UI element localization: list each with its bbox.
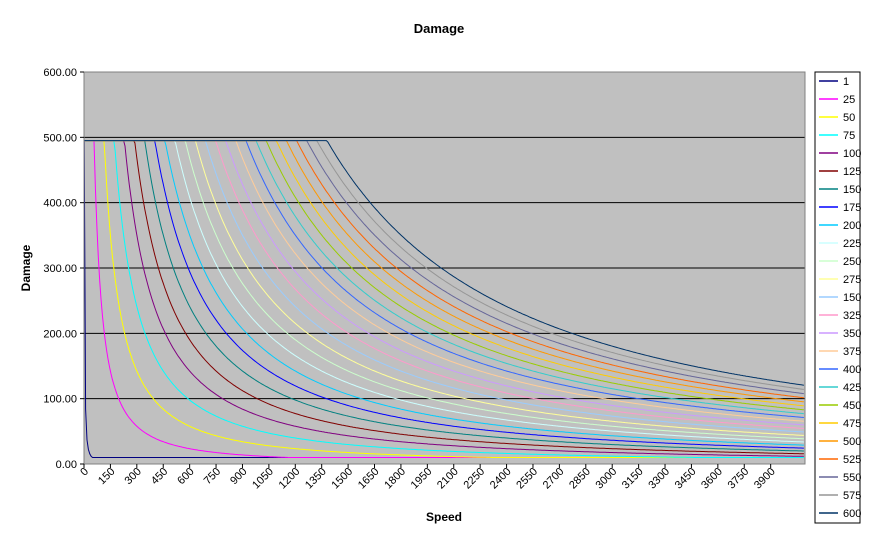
gridlines (84, 136, 805, 400)
series-line (84, 140, 804, 386)
y-tick-label: 200.00 (43, 328, 77, 340)
series-line (84, 140, 804, 436)
x-tick-label: 450 (149, 466, 170, 487)
legend-label: 525 (843, 454, 861, 466)
legend-label: 150 (843, 292, 861, 304)
x-tick-label: 750 (202, 466, 223, 487)
legend-label: 550 (843, 472, 861, 484)
x-tick-label: 3300 (646, 466, 672, 492)
x-tick-label: 600 (175, 466, 196, 487)
x-tick-label: 1200 (277, 466, 303, 492)
legend-label: 275 (843, 274, 861, 286)
x-tick-label: 2850 (567, 466, 593, 492)
y-tick-label: 600.00 (43, 67, 77, 79)
y-tick-label: 100.00 (43, 394, 77, 406)
y-tick-label: 300.00 (43, 263, 77, 275)
series-line (84, 140, 804, 452)
x-tick-label: 2550 (514, 466, 540, 492)
series-line (84, 140, 804, 443)
legend-label: 150 (843, 184, 861, 196)
y-tick-label: 400.00 (43, 198, 77, 210)
series-line (84, 140, 804, 455)
series-line (84, 140, 804, 446)
legend-label: 100 (843, 148, 861, 160)
legend-label: 575 (843, 490, 861, 502)
x-tick-label: 2400 (488, 466, 514, 492)
x-tick-label: 0 (78, 466, 91, 479)
x-tick-label: 1800 (382, 466, 408, 492)
legend-label: 225 (843, 238, 861, 250)
x-tick-label: 3750 (726, 466, 752, 492)
x-tick-label: 900 (228, 466, 249, 487)
x-tick-label: 2700 (541, 466, 567, 492)
x-tick-label: 1050 (250, 466, 276, 492)
x-tick-label: 300 (122, 466, 143, 487)
x-tick-label: 2250 (461, 466, 487, 492)
legend-label: 75 (843, 130, 855, 142)
legend: 1255075100125150175200225250275150325350… (814, 71, 861, 524)
x-tick-label: 3150 (620, 466, 646, 492)
chart-title: Damage (414, 21, 465, 36)
legend-label: 500 (843, 436, 861, 448)
y-tick-label: 500.00 (43, 132, 77, 144)
series-line (84, 140, 804, 458)
legend-label: 450 (843, 400, 861, 412)
x-tick-label: 1950 (409, 466, 435, 492)
legend-label: 375 (843, 346, 861, 358)
legend-label: 325 (843, 310, 861, 322)
y-axis-title: Damage (19, 244, 33, 291)
legend-label: 250 (843, 256, 861, 268)
legend-label: 125 (843, 166, 861, 178)
x-tick-label: 3900 (752, 466, 778, 492)
y-tick-label: 0.00 (56, 459, 77, 471)
y-axis: 0.00 100.00 200.00 300.00 400.00 500.00 600.00 (43, 67, 84, 471)
legend-label: 1 (843, 76, 849, 88)
x-tick-label: 1500 (329, 466, 355, 492)
x-axis-title: Speed (426, 510, 462, 524)
series-line (84, 140, 804, 449)
legend-label: 25 (843, 94, 855, 106)
x-tick-label: 1350 (303, 466, 329, 492)
x-tick-label: 3450 (673, 466, 699, 492)
x-tick-label: 150 (96, 466, 117, 487)
series-line (84, 140, 804, 457)
x-axis: 0 150 300 450 600 750 900 1050 1200 1350 1500 1650 1… (78, 464, 778, 492)
x-tick-label: 1650 (356, 466, 382, 492)
legend-label: 200 (843, 220, 861, 232)
x-tick-label: 3000 (594, 466, 620, 492)
series-lines (83, 140, 804, 458)
series-line (84, 140, 804, 440)
legend-label: 600 (843, 508, 861, 520)
x-tick-label: 3600 (699, 466, 725, 492)
legend-label: 350 (843, 328, 861, 340)
legend-label: 175 (843, 202, 861, 214)
legend-label: 425 (843, 382, 861, 394)
legend-label: 50 (843, 112, 855, 124)
legend-label: 475 (843, 418, 861, 430)
x-tick-label: 2100 (435, 466, 461, 492)
legend-label: 400 (843, 364, 861, 376)
